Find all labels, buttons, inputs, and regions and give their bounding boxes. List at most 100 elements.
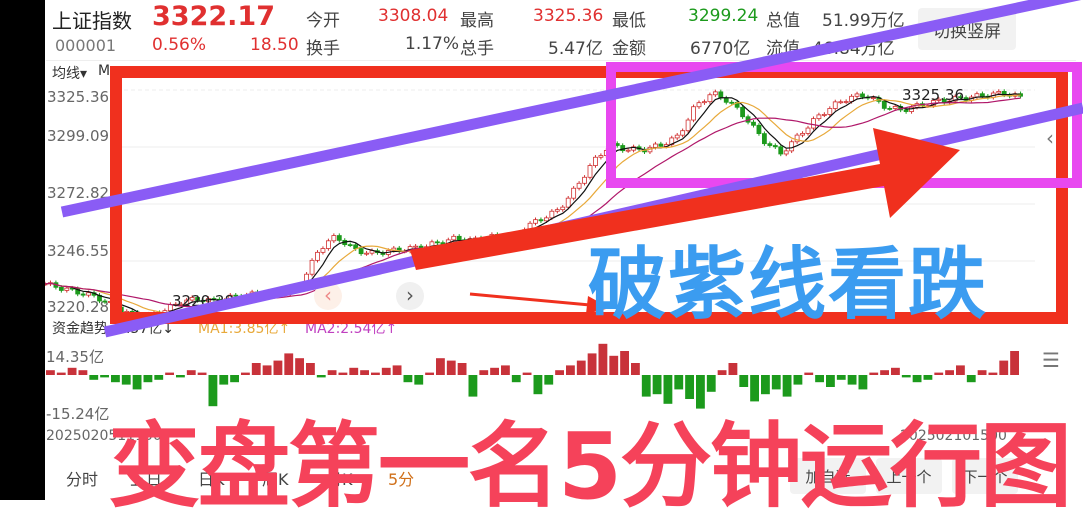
candle: [783, 150, 789, 155]
candle: [336, 235, 342, 241]
candle: [413, 245, 419, 248]
candle: [952, 96, 958, 102]
candle: [45, 283, 48, 286]
flow-bar: [316, 375, 326, 378]
add-watchlist-button[interactable]: 加自选: [790, 458, 866, 494]
flow-bar: [197, 372, 207, 375]
stat-label-amount: 金额: [612, 39, 646, 59]
next-button[interactable]: 下一个: [952, 458, 1018, 494]
price-axis-label: 3325.36: [47, 88, 110, 106]
ma-legend-partial: M: [98, 63, 111, 79]
flow-bar: [121, 375, 131, 385]
candle: [625, 149, 631, 152]
candle: [756, 124, 762, 135]
annotation-red-text: 变盘第一名5分钟运行图: [108, 413, 1072, 520]
flow-bar: [154, 375, 164, 380]
flow-bar: [327, 370, 337, 375]
candle: [680, 130, 686, 136]
tab-daily-k[interactable]: 日K: [198, 470, 225, 489]
candle: [178, 303, 184, 306]
menu-icon[interactable]: ☰: [1042, 348, 1060, 372]
flow-bar: [717, 370, 727, 375]
flow-bar: [587, 353, 597, 375]
flow-bar: [576, 360, 586, 375]
flow-bar: [371, 372, 380, 375]
candle: [871, 97, 876, 100]
price-axis-label: 3299.09: [47, 127, 110, 145]
candle: [838, 101, 844, 104]
flow-bar: [923, 375, 933, 380]
fund-flow-ma2: MA2:2.54亿↑: [305, 321, 398, 337]
flow-bar: [533, 375, 543, 395]
flow-bar: [100, 375, 109, 378]
flow-bar: [468, 375, 478, 397]
candle: [702, 101, 707, 104]
candle: [658, 143, 664, 147]
price-axis-label: 3220.28: [47, 298, 110, 316]
candle: [892, 105, 898, 109]
flow-min-label: -15.24亿: [46, 405, 110, 423]
candle: [958, 96, 963, 99]
candle: [751, 121, 756, 126]
flow-bar: [522, 372, 532, 375]
flow-max-label: 14.35亿: [46, 348, 104, 366]
fund-flow-chart[interactable]: [45, 340, 1025, 415]
candle: [64, 287, 70, 291]
flow-bar: [609, 355, 619, 375]
candle: [778, 146, 784, 155]
flow-bar: [338, 372, 348, 375]
red-small-arrow: [469, 292, 591, 307]
flow-bar: [111, 375, 120, 383]
candle: [996, 91, 1002, 94]
flow-bar: [1010, 351, 1019, 375]
nav-next-button[interactable]: ›: [396, 282, 424, 310]
candle: [434, 241, 440, 244]
start-date: 2025020511100: [46, 428, 162, 444]
candle: [712, 91, 718, 96]
tab-5min[interactable]: 5分: [388, 470, 415, 489]
candle: [620, 145, 626, 152]
flow-bar: [696, 375, 705, 409]
collapse-icon[interactable]: ‹: [1046, 126, 1054, 150]
stat-value-turnover: 1.17%: [405, 34, 460, 54]
previous-button[interactable]: 上一个: [876, 458, 942, 494]
flow-bar: [620, 351, 629, 375]
flow-bar: [479, 370, 489, 375]
flow-bar: [901, 375, 911, 378]
candle: [538, 219, 544, 222]
flow-bar: [912, 375, 922, 383]
flow-bar: [739, 375, 749, 387]
candle: [696, 102, 702, 108]
tab-weekly-k[interactable]: 周K: [262, 470, 289, 489]
flow-bar: [490, 367, 499, 375]
tab-monthly-k[interactable]: 月K: [326, 470, 353, 489]
flow-bar: [956, 365, 965, 375]
flow-bar: [230, 375, 239, 383]
candle: [189, 297, 195, 301]
tab-five-day[interactable]: 五日: [130, 470, 163, 489]
flow-bar: [208, 375, 218, 407]
flow-bar: [349, 367, 359, 375]
candle: [707, 94, 713, 103]
purple-upper-line: [60, 0, 1082, 218]
candle: [903, 109, 909, 112]
ma-select[interactable]: 均线▾: [52, 66, 88, 82]
flow-bar: [945, 370, 954, 375]
flow-bar: [241, 372, 250, 375]
flow-bar: [674, 375, 684, 390]
candle: [593, 156, 598, 166]
divider: [46, 60, 1076, 61]
stat-label-high: 最高: [460, 11, 494, 31]
candle: [794, 134, 800, 143]
tab-intraday[interactable]: 分时: [66, 470, 99, 489]
flow-bar: [555, 370, 564, 375]
annotation-blue-text: 破紫线看跌: [588, 240, 989, 330]
flow-bar: [132, 375, 142, 390]
flow-bar: [663, 375, 673, 404]
candle: [936, 98, 942, 101]
flow-bar: [262, 365, 272, 375]
price-axis-label: 3272.82: [47, 184, 110, 202]
candle: [320, 248, 326, 253]
candle: [309, 259, 315, 275]
flow-bar: [360, 370, 369, 375]
